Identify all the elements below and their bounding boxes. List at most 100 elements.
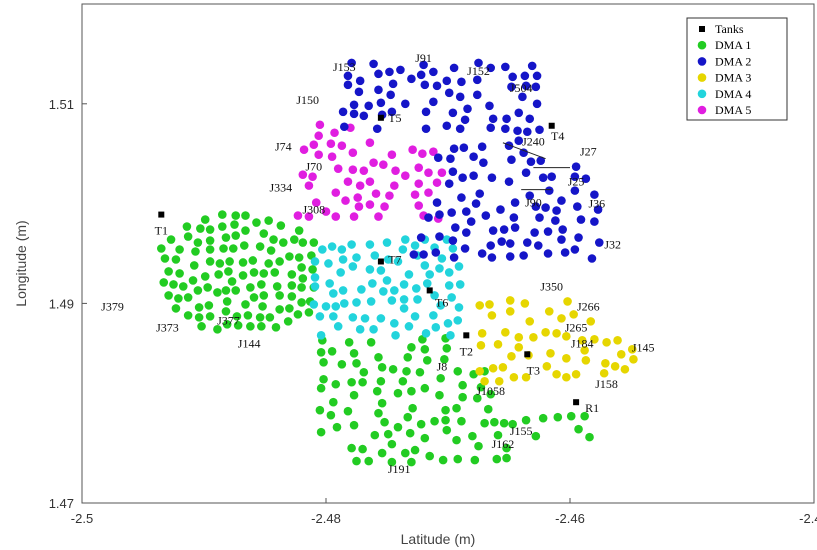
dma-5-point — [308, 172, 317, 181]
dma-1-point — [316, 348, 326, 357]
dma-1-point — [452, 403, 461, 413]
dma-5-point — [414, 201, 424, 210]
dma-1-point — [205, 225, 215, 234]
dma-5-point — [348, 165, 358, 174]
dma-1-point — [388, 364, 398, 374]
dma-1-point — [221, 286, 231, 295]
dma-3-point — [493, 340, 503, 349]
dma-1-point — [468, 431, 477, 441]
dma-4-point — [448, 244, 458, 253]
dma-5-point — [385, 191, 394, 200]
dma-1-point — [486, 389, 496, 399]
dma-4-point — [310, 282, 320, 291]
dma-1-point — [349, 420, 359, 430]
dma-2-point — [455, 92, 465, 102]
dma-1-point — [343, 406, 353, 416]
junction-label: J91 — [415, 51, 432, 65]
dma-2-point — [416, 70, 426, 80]
dma-1-point — [374, 408, 383, 418]
junction-label: J377 — [217, 313, 240, 327]
dma-4-point — [379, 287, 388, 296]
dma-1-point — [264, 216, 273, 225]
junction-label: J152 — [467, 64, 490, 78]
dma-5-point — [365, 200, 375, 209]
dma-1-point — [420, 383, 430, 393]
dma-3-point — [569, 310, 578, 319]
dma-1-point — [297, 283, 306, 292]
dma-2-point — [401, 99, 410, 109]
dma-1-point — [408, 403, 417, 413]
dma-2-point — [543, 227, 553, 236]
dma-3-point — [562, 353, 571, 363]
dma-2-point — [501, 124, 510, 134]
dma-1-point — [315, 405, 325, 415]
dma-1-point — [347, 377, 356, 387]
legend-label: DMA 4 — [715, 87, 751, 101]
dma-2-point — [510, 223, 520, 232]
dma-1-point — [347, 443, 356, 453]
dma-5-point — [315, 120, 325, 130]
dma-1-point — [194, 303, 204, 312]
dma-4-point — [309, 300, 319, 309]
dma-1-point — [470, 455, 480, 465]
dma-5-point — [348, 148, 358, 158]
dma-1-point — [160, 254, 170, 263]
dma-1-point — [276, 221, 286, 230]
dma-2-point — [457, 77, 466, 87]
dma-1-point — [358, 444, 367, 454]
dma-1-point — [574, 424, 583, 434]
dma-1-point — [222, 320, 232, 329]
junction-label: J25 — [568, 175, 585, 189]
dma-1-point — [233, 321, 243, 330]
dma-1-point — [383, 429, 393, 439]
dma-1-point — [387, 457, 397, 467]
dma-5-point — [331, 212, 341, 221]
dma-1-point — [232, 312, 242, 321]
dma-2-point — [481, 211, 491, 220]
dma-1-point — [218, 222, 227, 231]
dma-1-point — [441, 405, 450, 415]
dma-5-point — [414, 163, 424, 172]
dma-1-point — [435, 390, 444, 400]
dma-2-point — [538, 173, 548, 182]
dma-1-point — [175, 269, 184, 278]
dma-2-point — [349, 100, 359, 110]
dma-4-point — [420, 261, 430, 270]
dma-2-point — [359, 111, 369, 121]
dma-1-point — [218, 210, 227, 219]
dma-2-point — [343, 71, 353, 81]
dma-2-point — [466, 217, 476, 226]
dma-5-point — [429, 147, 438, 157]
dma-1-point — [410, 445, 420, 455]
dma-1-point — [329, 397, 338, 407]
dma-2-point — [504, 141, 514, 151]
dma-1-point — [203, 283, 212, 292]
y-tick-label: 1.51 — [49, 97, 74, 112]
dma-2-point — [472, 75, 482, 85]
dma-2-point — [474, 58, 483, 68]
dma-2-point — [487, 173, 497, 182]
dma-1-point — [169, 280, 178, 289]
dma-1-point — [188, 276, 198, 285]
dma-1-point — [398, 376, 408, 386]
dma-2-point — [471, 199, 481, 208]
dma-2-point — [431, 248, 441, 257]
dma-1-point — [259, 229, 269, 238]
dma-1-point — [224, 267, 233, 276]
dma-1-point — [366, 338, 376, 347]
dma-1-point — [407, 386, 416, 396]
dma-2-point — [349, 109, 359, 119]
dma-1-point — [231, 231, 241, 240]
legend-marker — [697, 89, 707, 99]
dma-1-point — [231, 211, 241, 220]
dma-3-point — [505, 307, 515, 316]
dma-2-point — [444, 88, 454, 98]
dma-1-point — [430, 416, 439, 426]
dma-5-point — [311, 198, 321, 207]
dma-4-point — [425, 270, 435, 279]
y-tick-label: 1.47 — [49, 496, 74, 511]
dma-1-point — [297, 298, 306, 307]
junction-label: J334 — [270, 181, 293, 195]
dma-5-point — [359, 166, 369, 175]
dma-1-point — [205, 245, 215, 254]
